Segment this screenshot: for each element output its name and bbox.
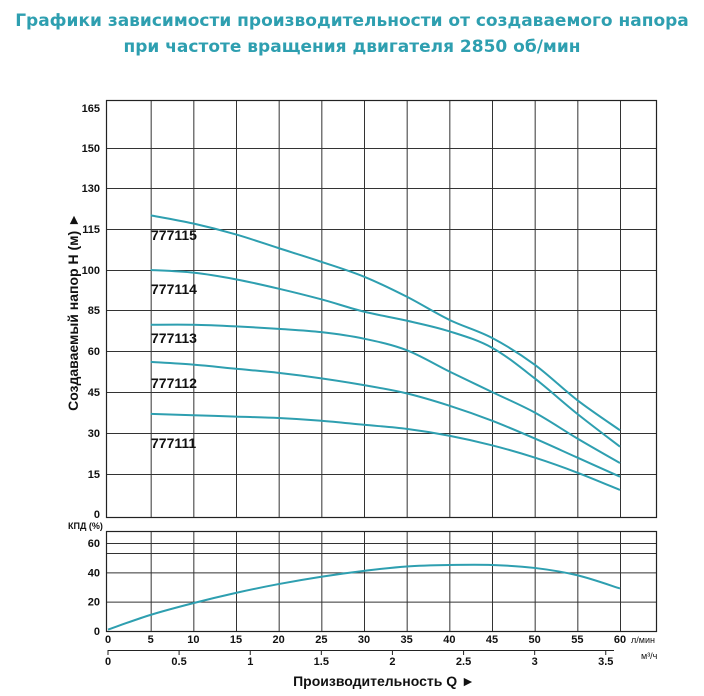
- x-tick-m3h-3.5: 3.5: [598, 656, 613, 668]
- head-y-tick-45: 45: [88, 387, 100, 399]
- x-tick-lmin-5: 5: [148, 634, 154, 646]
- eff-plot-frame: [105, 530, 658, 633]
- x-tick-lmin-25: 25: [315, 634, 327, 646]
- x-tick-m3h-2.5: 2.5: [456, 656, 471, 668]
- x-tick-lmin-40: 40: [443, 634, 455, 646]
- series-label-777115: 777115: [151, 227, 197, 243]
- x-tick-lmin-50: 50: [529, 634, 541, 646]
- x-tick-m3h-1.5: 1.5: [314, 656, 329, 668]
- chart-title: Графики зависимости производительности о…: [0, 8, 704, 60]
- head-y-tick-85: 85: [88, 305, 100, 317]
- series-label-777111: 777111: [151, 435, 196, 451]
- head-y-tick-30: 30: [88, 428, 100, 440]
- series-label-777112: 777112: [151, 375, 197, 391]
- x-tick-lmin-10: 10: [187, 634, 199, 646]
- head-y-tick-150: 150: [82, 143, 100, 155]
- x-tick-lmin-55: 55: [571, 634, 583, 646]
- head-y-tick-115: 115: [82, 224, 100, 236]
- eff-y-tick-20: 20: [88, 597, 100, 609]
- eff-y-tick-60: 60: [88, 538, 100, 550]
- efficiency-curve: [107, 563, 621, 631]
- head-curve-777115: [150, 214, 621, 432]
- x-tick-lmin-0: 0: [105, 634, 111, 646]
- head-plot-frame: [105, 99, 658, 519]
- head-y-axis-label: Создаваемый напор H (м) ►: [65, 213, 81, 411]
- head-curve-777113: [150, 323, 621, 464]
- head-y-tick-15: 15: [88, 469, 100, 481]
- x-tick-lmin-35: 35: [401, 634, 413, 646]
- x-tick-lmin-45: 45: [486, 634, 498, 646]
- x-tick-lmin-20: 20: [273, 634, 285, 646]
- head-y-tick-60: 60: [88, 346, 100, 358]
- chart-title-line-2: при частоте вращения двигателя 2850 об/м…: [123, 37, 581, 57]
- x-tick-m3h-3: 3: [532, 656, 538, 668]
- head-y-tick-165: 165: [82, 103, 100, 115]
- chart-title-line-1: Графики зависимости производительности о…: [15, 11, 689, 31]
- head-curve-777112: [150, 360, 621, 478]
- x-unit-secondary: м³/ч: [641, 651, 658, 661]
- series-label-777113: 777113: [151, 330, 197, 346]
- x-tick-m3h-2: 2: [389, 656, 395, 668]
- head-curve-777111: [150, 412, 621, 491]
- x-tick-m3h-1: 1: [247, 656, 253, 668]
- series-label-777114: 777114: [151, 281, 197, 297]
- head-y-tick-0: 0: [94, 509, 100, 521]
- x-tick-lmin-60: 60: [614, 634, 626, 646]
- x-axis-label: Производительность Q ►: [293, 673, 475, 689]
- x-unit-primary: л/мин: [631, 635, 655, 645]
- x-tick-lmin-15: 15: [230, 634, 242, 646]
- eff-y-tick-40: 40: [88, 567, 100, 579]
- x-tick-m3h-0: 0: [105, 656, 111, 668]
- eff-y-tick-0: 0: [94, 626, 100, 638]
- head-y-tick-100: 100: [82, 265, 100, 277]
- head-curve-777114: [150, 269, 621, 448]
- x-tick-m3h-0.5: 0.5: [171, 656, 186, 668]
- eff-y-axis-label: КПД (%): [68, 521, 103, 531]
- x-tick-lmin-30: 30: [358, 634, 370, 646]
- head-y-tick-130: 130: [82, 183, 100, 195]
